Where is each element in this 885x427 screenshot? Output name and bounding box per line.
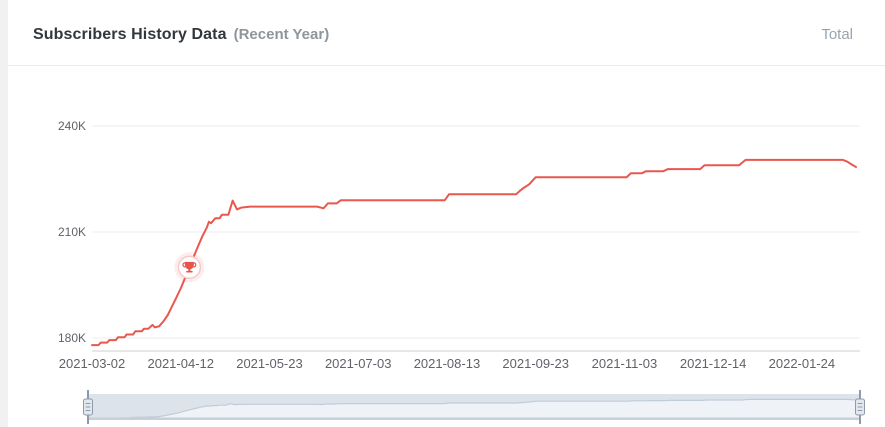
trophy-icon xyxy=(182,261,197,273)
x-axis-tick-2021-09-23: 2021-09-23 xyxy=(502,356,569,371)
card-title-group: Subscribers History Data (Recent Year) xyxy=(33,26,329,44)
total-label: Total xyxy=(821,26,853,43)
y-axis-tick-210K: 210K xyxy=(58,225,86,239)
slider-data-curve xyxy=(88,398,861,420)
y-axis-tick-180K: 180K xyxy=(58,331,86,345)
x-axis-tick-2021-08-13: 2021-08-13 xyxy=(414,356,481,371)
slider-canvas[interactable] xyxy=(8,386,885,427)
x-axis-tick-2021-05-23: 2021-05-23 xyxy=(236,356,303,371)
subscribers-line-chart[interactable]: 180K 210K 240K 2021-03-02 2021-04-12 2021-05-… xyxy=(8,72,885,384)
x-axis-tick-2021-03-02: 2021-03-02 xyxy=(59,356,126,371)
trophy-marker[interactable] xyxy=(174,252,205,283)
x-axis-tick-2021-11-03: 2021-11-03 xyxy=(592,356,658,371)
subscribers-series-line xyxy=(91,158,857,347)
x-axis-tick-2022-01-24: 2022-01-24 xyxy=(769,356,836,371)
slider-bottom-edge xyxy=(88,417,860,420)
chart-canvas[interactable]: 180K 210K 240K 2021-03-02 2021-04-12 2021-05-… xyxy=(8,72,885,384)
x-axis-tick-2021-12-14: 2021-12-14 xyxy=(680,356,747,371)
page-title: Subscribers History Data xyxy=(33,25,227,43)
card-header: Subscribers History Data (Recent Year) T… xyxy=(8,0,885,66)
slider-right-handle[interactable] xyxy=(855,390,865,424)
x-axis-tick-2021-07-03: 2021-07-03 xyxy=(325,356,392,371)
slider-left-handle[interactable] xyxy=(83,390,93,424)
date-range-slider[interactable] xyxy=(8,386,885,427)
page-subtitle: (Recent Year) xyxy=(233,25,330,43)
y-axis-tick-240K: 240K xyxy=(58,119,86,133)
x-axis-tick-2021-04-12: 2021-04-12 xyxy=(147,356,214,371)
subscribers-history-card: Subscribers History Data (Recent Year) T… xyxy=(8,0,885,427)
